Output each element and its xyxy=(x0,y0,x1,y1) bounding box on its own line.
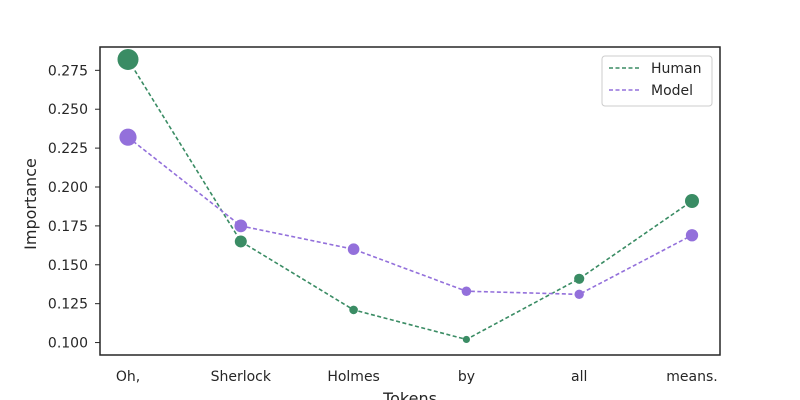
data-point-human xyxy=(234,235,247,248)
legend-label-model: Model xyxy=(651,83,693,99)
data-point-human xyxy=(349,305,358,315)
y-tick-label: 0.225 xyxy=(48,141,88,157)
y-tick-label: 0.275 xyxy=(48,63,88,79)
data-point-human xyxy=(117,48,139,70)
y-tick-label: 0.100 xyxy=(48,336,88,352)
data-point-model xyxy=(347,243,360,256)
data-point-human xyxy=(685,194,699,208)
y-axis-label: Importance xyxy=(21,158,40,250)
y-tick-label: 0.200 xyxy=(48,180,88,196)
data-point-model xyxy=(234,219,248,233)
plot-area-frame xyxy=(99,46,721,356)
data-point-human xyxy=(462,335,470,344)
x-tick-label: by xyxy=(458,369,475,385)
data-point-model xyxy=(574,289,584,300)
x-tick-label: Oh, xyxy=(116,369,140,385)
series-lines xyxy=(127,59,693,341)
x-axis-label: Tokens xyxy=(382,389,437,400)
y-axis-ticks: 0.100 0.125 0.150 0.175 0.200 0.225 0.250 0.275 xyxy=(48,63,100,352)
x-tick-label: Holmes xyxy=(327,369,380,385)
data-point-model xyxy=(685,229,699,242)
x-tick-label: means. xyxy=(666,369,717,385)
x-tick-label: Sherlock xyxy=(211,369,272,385)
y-tick-label: 0.125 xyxy=(48,297,88,313)
y-tick-label: 0.250 xyxy=(48,102,88,118)
data-point-model xyxy=(461,286,472,296)
y-tick-label: 0.150 xyxy=(48,258,88,274)
series-line-model xyxy=(127,136,693,296)
legend-label-human: Human xyxy=(651,61,702,77)
x-axis-ticks: Oh, Sherlock Holmes by all means. xyxy=(116,369,718,385)
series-points xyxy=(117,48,699,344)
data-point-model xyxy=(119,128,137,146)
legend: Human Model xyxy=(601,55,713,107)
x-tick-label: all xyxy=(571,369,587,385)
data-point-human xyxy=(574,273,585,284)
y-tick-label: 0.175 xyxy=(48,219,88,235)
